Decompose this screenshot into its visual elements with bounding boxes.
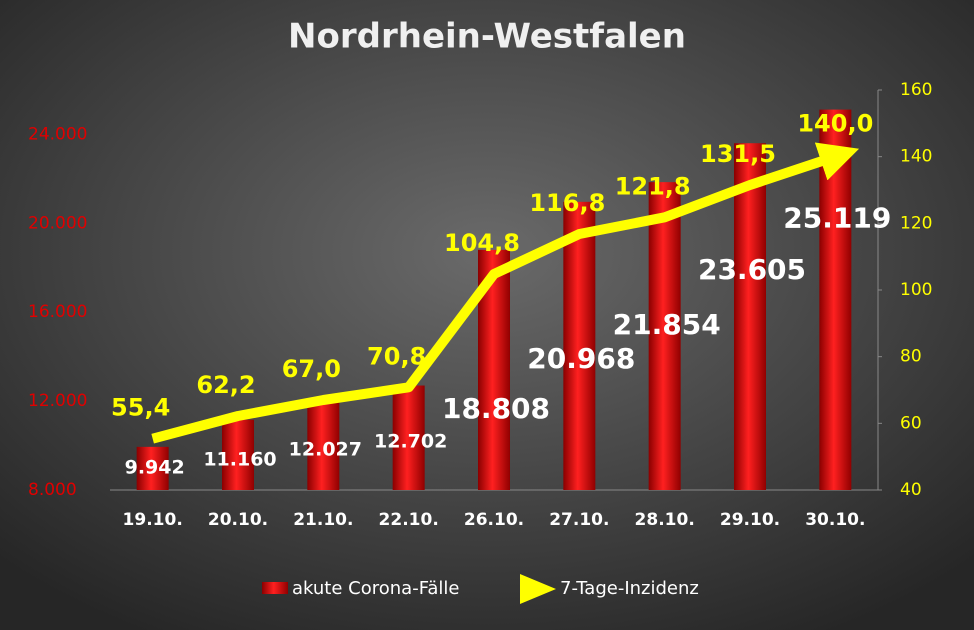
- x-tick-label: 26.10.: [464, 510, 524, 530]
- legend-swatch: [262, 582, 288, 594]
- chart-title: Nordrhein-Westfalen: [288, 17, 686, 57]
- legend-label: 7-Tage-Inzidenz: [560, 578, 699, 599]
- bar: [563, 201, 596, 491]
- x-tick-label: 29.10.: [720, 510, 780, 530]
- x-tick-label: 19.10.: [123, 510, 183, 530]
- bar: [222, 419, 254, 490]
- y2-tick-label: 100: [900, 280, 932, 300]
- line-value-label: 70,8: [367, 342, 426, 370]
- x-tick-label: 30.10.: [805, 510, 865, 530]
- y2-tick-label: 40: [900, 480, 922, 500]
- bar-value-label: 25.119: [783, 202, 891, 235]
- y-tick-label: 12.000: [28, 391, 87, 411]
- y2-tick-label: 120: [900, 213, 932, 233]
- y2-tick-label: 140: [900, 147, 932, 167]
- bar: [136, 446, 169, 490]
- line-value-label: 131,5: [700, 140, 776, 168]
- legend-swatch: [520, 574, 556, 604]
- line-value-label: 121,8: [615, 172, 691, 200]
- bar-value-label: 12.702: [374, 431, 447, 453]
- bar-value-label: 12.027: [289, 439, 362, 461]
- y-tick-label: 16.000: [28, 302, 87, 322]
- y-tick-label: 8.000: [28, 480, 77, 500]
- bar-value-label: 18.808: [442, 392, 550, 425]
- bar: [392, 385, 425, 490]
- y-tick-label: 24.000: [28, 124, 87, 144]
- legend-label: akute Corona-Fälle: [292, 578, 460, 599]
- x-tick-label: 20.10.: [208, 510, 268, 530]
- line-value-label: 104,8: [444, 229, 520, 257]
- line: [151, 142, 860, 444]
- line-value-label: 140,0: [797, 110, 873, 138]
- bar-value-label: 23.605: [698, 253, 806, 286]
- bar-value-label: 21.854: [613, 308, 721, 341]
- y2-tick-label: 160: [900, 80, 932, 100]
- bar: [307, 400, 340, 490]
- y-tick-label: 20.000: [28, 213, 87, 233]
- line-value-label: 116,8: [529, 189, 605, 217]
- bar: [819, 109, 852, 491]
- y2-tick-label: 60: [900, 413, 922, 433]
- x-tick-label: 21.10.: [293, 510, 353, 530]
- line-value-label: 67,0: [282, 355, 341, 383]
- bar-value-label: 11.160: [203, 449, 276, 471]
- line-value-label: 55,4: [111, 394, 170, 422]
- x-tick-label: 22.10.: [379, 510, 439, 530]
- y2-tick-label: 80: [900, 347, 922, 367]
- x-tick-label: 27.10.: [549, 510, 609, 530]
- bar: [648, 182, 681, 490]
- bar-value-label: 9.942: [125, 457, 185, 479]
- bar: [734, 143, 766, 490]
- bar-value-label: 20.968: [527, 342, 635, 375]
- x-tick-label: 28.10.: [635, 510, 695, 530]
- line-value-label: 62,2: [196, 371, 255, 399]
